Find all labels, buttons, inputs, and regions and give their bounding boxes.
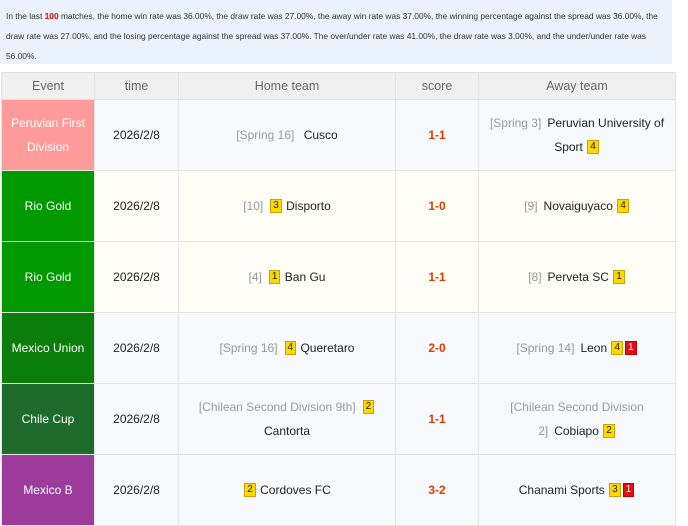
match-table: Event time Home team score Away team Peruvia… [1,72,676,526]
home-name: Disporto [286,199,331,213]
match-row: Mexico B 2026/2/8 2 Cordoves FC 3-2 Chanami … [1,454,676,526]
card-badge: 1 [622,483,635,497]
card-badge: 2 [603,424,615,438]
home-name: Cordoves FC [260,483,331,497]
event-cell: Chile Cup [1,383,95,455]
summary-highlight: 100 [44,11,59,21]
card-badge: 3 [609,483,621,497]
away-rank: [8] [528,270,542,284]
summary-text: matches, the home win rate was 36.00%, t… [6,11,658,61]
match-row: Mexico Union 2026/2/8 [Spring 16] 4 Quereta… [1,312,676,384]
time-cell: 2026/2/8 [94,383,179,455]
summary-prefix: In the last [6,11,45,21]
time-cell: 2026/2/8 [94,454,179,526]
event-cell: Mexico B [1,454,95,526]
home-cell: [Spring 16] 4 Queretaro [178,312,396,384]
table-body: Peruvian First Division 2026/2/8 [Spring 1… [1,99,676,526]
event-cell: Peruvian First Division [1,99,95,171]
away-rank: [Chilean Second Division 2] [510,400,644,438]
card-badge: 4 [617,199,629,213]
column-header: Home team [178,72,396,100]
event-cell: Mexico Union [1,312,95,384]
home-rank: [10] [243,199,264,213]
time-cell: 2026/2/8 [94,312,179,384]
card-badge: 1 [268,270,281,284]
home-cell: [Chilean Second Division 9th] 2 Cantorta [178,383,396,455]
score-cell: 3-2 [395,454,479,526]
time-cell: 2026/2/8 [94,170,179,242]
home-rank: [Spring 16] [236,128,295,142]
card-badge: 4 [284,341,297,355]
event-cell: Rio Gold [1,170,95,242]
home-name: Cantorta [263,424,311,438]
time-cell: 2026/2/8 [94,241,179,313]
score-cell: 1-1 [395,383,479,455]
column-header: score [395,72,479,100]
card-badge: 1 [625,341,637,355]
summary: In the last 100 matches, the home win ra… [0,0,672,81]
home-rank: [Spring 16] [219,341,278,355]
away-cell: [Chilean Second Division 2] Cobiapo 2 [478,383,676,455]
match-row: Chile Cup 2026/2/8 [Chilean Second Divisio… [1,383,676,455]
away-name: Perveta SC [547,270,609,284]
away-name: Novaiguyaco [543,199,613,213]
card-badge: 2 [362,400,375,414]
header-row: Event time Home team score Away team [1,72,676,100]
home-cell: [4] 1 Ban Gu [178,241,396,313]
away-cell: [9] Novaiguyaco 4 [478,170,676,242]
away-name: Peruvian University of Sport [547,116,665,154]
match-row: Rio Gold 2026/2/8 [4] 1 Ban Gu 1-1 [8] Perveta… [1,241,676,313]
card-badge: 4 [587,140,599,154]
home-rank: [Chilean Second Division 9th] [198,400,356,414]
score-cell: 1-0 [395,170,479,242]
home-name: Ban Gu [284,270,326,284]
away-name: Cobiapo [554,424,599,438]
home-cell: 2 Cordoves FC [178,454,396,526]
column-header: Event [1,72,95,100]
away-rank: [Spring 3] [489,116,542,130]
time-cell: 2026/2/8 [94,99,179,171]
away-name: Chanami Sports [518,483,605,497]
score-cell: 1-1 [395,241,479,313]
card-badge: 3 [270,199,282,213]
score-cell: 1-1 [395,99,479,171]
card-badge: 4 [611,341,624,355]
home-name: Cusco [303,128,338,142]
away-cell: [8] Perveta SC 1 [478,241,676,313]
match-row: Peruvian First Division 2026/2/8 [Spring 1… [1,99,676,171]
event-cell: Rio Gold [1,241,95,313]
away-rank: [Spring 14] [516,341,575,355]
match-row: Rio Gold 2026/2/8 [10] 3 Disporto 1-0 [9] Nova… [1,170,676,242]
home-rank: [4] [248,270,262,284]
home-name: Queretaro [300,341,355,355]
away-rank: [9] [524,199,538,213]
score-cell: 2-0 [395,312,479,384]
away-name: Leon [580,341,608,355]
away-cell: [Spring 3] Peruvian University of Sport 4 [478,99,676,171]
home-cell: [10] 3 Disporto [178,170,396,242]
card-badge: 1 [613,270,625,284]
column-header: time [94,72,179,100]
column-header: Away team [478,72,676,100]
card-badge: 2 [244,483,256,497]
home-cell: [Spring 16] Cusco [178,99,396,171]
